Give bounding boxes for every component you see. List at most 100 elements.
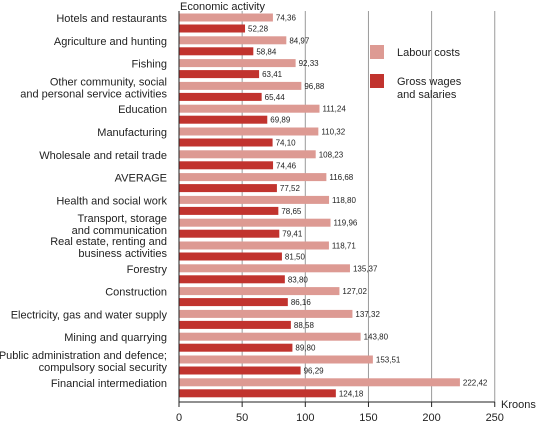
value-label: 222,42 [463,378,488,387]
legend-label: Labour costs [397,47,460,59]
tick-label: 150 [359,412,377,423]
value-label: 77,52 [280,184,301,193]
category-label: Mining and quarrying [64,332,167,344]
value-label: 84,97 [289,36,310,45]
value-label: 58,84 [256,47,277,56]
bar-labour-costs [179,378,460,387]
bar-labour-costs [179,36,287,45]
value-label: 92,33 [299,59,320,68]
bar-labour-costs [179,355,373,364]
category-label: Agriculture and hunting [54,36,167,48]
tick-label: 0 [176,412,182,423]
tick-label: 100 [296,412,314,423]
bar-gross-wages [179,252,282,261]
legend: Labour costs Gross wages and salaries [370,45,462,101]
value-label: 124,18 [339,389,364,398]
tick-label: 250 [486,412,504,423]
bar-gross-wages [179,298,288,307]
value-label: 88,58 [294,321,315,330]
value-label: 118,71 [332,242,356,251]
bar-gross-wages [179,389,336,398]
value-label: 81,50 [285,253,306,262]
bar-labour-costs [179,13,273,22]
category-label: Financial intermediation [51,378,167,390]
legend-label: Gross wages and salaries [397,76,462,101]
value-label: 69,89 [270,116,291,125]
category-label: Health and social work [56,195,167,207]
value-label: 89,80 [295,344,316,353]
bar-gross-wages [179,275,285,284]
value-label: 74,10 [276,139,297,148]
bar-gross-wages [179,229,280,238]
bar-gross-wages [179,24,246,33]
bar-gross-wages [179,320,291,329]
tick-label: 50 [236,412,248,423]
category-label: Public administration and defence; compul… [0,350,167,374]
value-label: 137,32 [355,310,380,319]
value-label: 119,96 [334,219,358,228]
value-label: 96,29 [304,367,325,376]
category-label: Electricity, gas and water supply [11,309,168,321]
bar-gross-wages [179,343,293,352]
bar-labour-costs [179,241,329,250]
category-label: AVERAGE [115,173,167,185]
value-label: 52,28 [248,25,269,34]
bar-labour-costs [179,81,302,90]
bar-gross-wages [179,184,277,193]
legend-swatch-gross-wages [370,74,384,88]
bar-labour-costs [179,104,320,113]
value-label: 127,02 [342,287,367,296]
value-label: 78,65 [281,207,302,216]
bar-gross-wages [179,161,274,170]
category-label: Construction [105,287,167,299]
bar-gross-wages [179,115,268,124]
bar-gross-wages [179,138,273,147]
category-label: Education [118,104,167,116]
value-label: 110,32 [321,128,345,137]
tick-label: 200 [422,412,440,423]
value-label: 74,46 [276,161,297,170]
value-label: 63,41 [262,70,283,79]
bar-gross-wages [179,47,254,56]
x-axis-title: Kroons [501,399,536,411]
value-label: 74,36 [276,14,297,23]
bar-labour-costs [179,195,330,204]
category-label: Transport, storage and communication [72,213,167,237]
bar-labour-costs [179,59,296,68]
value-label: 153,51 [376,356,401,365]
bar-labour-costs [179,150,316,159]
value-label: 116,68 [329,173,353,182]
category-label: Real estate, renting and business activit… [50,236,167,260]
category-label: Forestry [127,264,168,276]
value-label: 108,23 [319,150,344,159]
value-label: 143,80 [364,333,389,342]
bar-labour-costs [179,127,319,136]
bar-gross-wages [179,206,279,215]
value-label: 96,88 [304,82,325,91]
value-label: 135,37 [353,264,378,273]
category-label: Hotels and restaurants [56,13,167,25]
bar-labour-costs [179,218,331,227]
value-label: 111,24 [322,105,346,114]
bar-gross-wages [179,366,301,375]
bar-labour-costs [179,287,340,296]
value-label: 83,80 [288,275,309,284]
x-axis: 0 50 100 150 200 250 [176,11,504,423]
category-label: Fishing [132,59,167,71]
y-axis-title: Economic activity [180,1,265,13]
bar-labour-costs [179,264,350,273]
bar-labour-costs [179,332,361,341]
category-labels: Hotels and restaurants Agriculture and hu… [0,13,167,390]
value-label: 86,16 [291,298,312,307]
bar-labour-costs [179,309,353,318]
bar-labour-costs [179,173,327,182]
legend-swatch-labour-costs [370,45,384,59]
category-label: Wholesale and retail trade [39,150,167,162]
value-label: 65,44 [265,93,286,102]
value-label: 118,80 [332,196,356,205]
value-label: 79,41 [282,230,303,239]
bars [179,13,460,398]
bar-gross-wages [179,70,260,79]
category-label: Manufacturing [97,127,167,139]
